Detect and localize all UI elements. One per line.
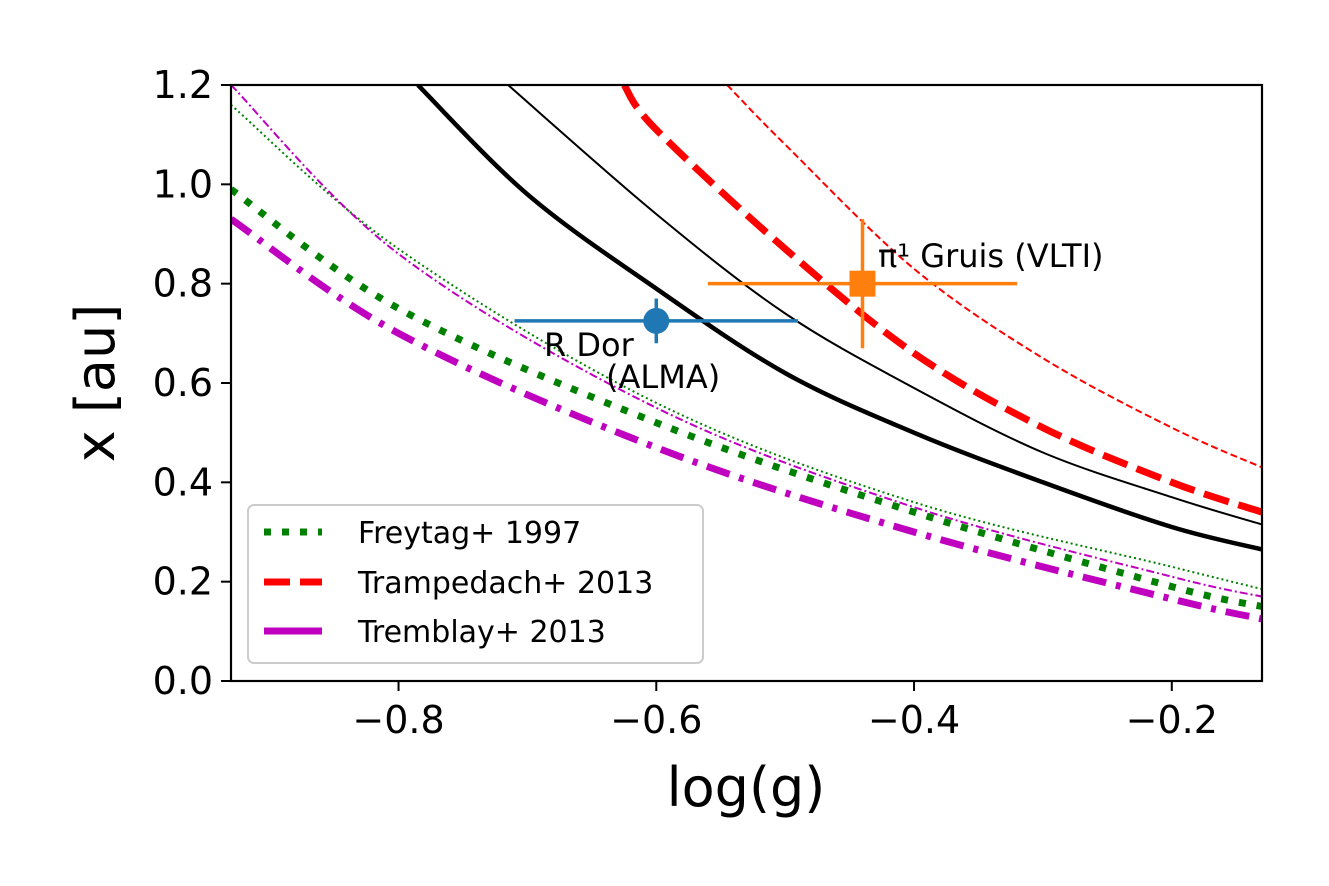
legend-label-freytag: Freytag+ 1997: [358, 516, 581, 551]
series-line-7: [507, 85, 1262, 526]
series-line-1: [231, 104, 1262, 591]
series-line-6: [416, 85, 1262, 552]
legend-box: [247, 504, 704, 664]
legend-label-tremblay: Tremblay+ 2013: [357, 615, 606, 650]
series-line-5: [231, 85, 1262, 598]
annotation-r-dor: R Dor: [544, 326, 635, 364]
annotation-pi1-gruis: π¹ Gruis (VLTI): [878, 237, 1104, 275]
x-tick-label: −0.6: [610, 698, 702, 742]
y-tick-label: 0.6: [153, 361, 213, 405]
y-tick-label: 1.2: [153, 63, 213, 107]
series-layer: [231, 85, 1262, 623]
y-axis: 0.0 0.2 0.4 0.6 0.8 1.0 1.2: [153, 63, 231, 703]
x-tick-label: −0.4: [868, 698, 960, 742]
points-layer: [514, 219, 1018, 349]
series-line-2: [621, 85, 1262, 516]
x-tick-label: −0.8: [352, 698, 444, 742]
series-line-3: [726, 85, 1262, 469]
y-tick-label: 0.4: [153, 460, 213, 504]
y-tick-label: 0.0: [153, 659, 213, 703]
legend-label-trampedach: Trampedach+ 2013: [357, 566, 653, 601]
data-point-0: [643, 307, 670, 334]
annotation-r-dor-alma: (ALMA): [606, 358, 720, 396]
y-tick-label: 1.0: [153, 162, 213, 206]
data-point-1: [849, 270, 876, 297]
legend: Freytag+ 1997 Trampedach+ 2013 Tremblay+…: [247, 504, 704, 664]
y-tick-label: 0.8: [153, 262, 213, 306]
y-axis-label: x [au]: [64, 304, 127, 463]
series-line-0: [231, 186, 1262, 610]
x-axis-label: log(g): [667, 756, 826, 819]
y-tick-label: 0.2: [153, 560, 213, 604]
x-tick-label: −0.2: [1126, 698, 1218, 742]
x-axis: −0.8 −0.6 −0.4 −0.2: [352, 681, 1218, 742]
